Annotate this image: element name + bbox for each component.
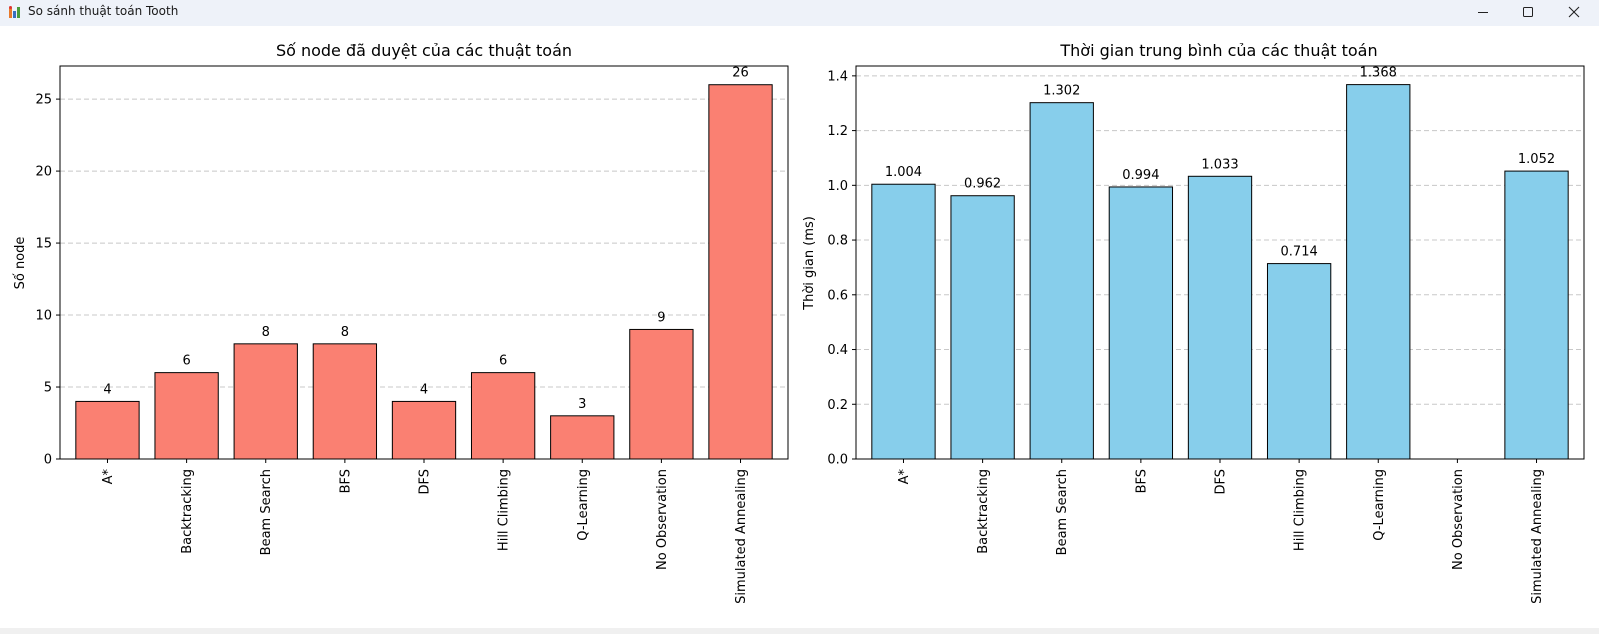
bar-value-label: 0.994 — [1122, 168, 1159, 183]
y-tick-label: 1.2 — [827, 124, 848, 139]
figure-canvas: Số node đã duyệt của các thuật toán Số n… — [0, 26, 1599, 628]
bar-value-label: 1.033 — [1201, 157, 1238, 172]
bar-value-label: 6 — [182, 354, 190, 369]
y-tick-label: 0.2 — [827, 398, 848, 413]
bar — [154, 372, 219, 460]
bar — [1108, 186, 1174, 460]
bar-value-label: 26 — [732, 66, 749, 81]
y-tick-label: 10 — [35, 309, 52, 324]
nodes-chart: Số node đã duyệt của các thuật toán Số n… — [13, 41, 789, 604]
bar-value-label: 1.302 — [1043, 84, 1080, 99]
bar-value-label: 9 — [657, 310, 665, 325]
x-tick-label: Simulated Annealing — [734, 469, 749, 604]
bar-value-labels: 4 6 8 8 4 6 3 9 26 — [103, 66, 748, 412]
time-chart: Thời gian trung bình của các thuật toán … — [802, 41, 1585, 604]
x-tick-label: Backtracking — [180, 469, 195, 554]
x-tick-label: Backtracking — [976, 469, 991, 554]
bar-value-label: 6 — [499, 354, 507, 369]
y-tick-label: 0 — [44, 453, 52, 468]
x-tick-label: Q-Learning — [576, 469, 591, 541]
y-tick-label: 0.6 — [827, 288, 848, 303]
x-tick-label: No Observation — [1451, 469, 1466, 570]
x-tick-label: DFS — [418, 469, 433, 495]
plot-frame — [855, 65, 1585, 460]
bar — [708, 84, 773, 460]
close-button[interactable] — [1552, 0, 1596, 24]
bar — [1346, 84, 1411, 460]
bar — [1266, 263, 1332, 460]
y-tick-label: 0.8 — [827, 234, 848, 249]
x-tick-label: DFS — [1214, 469, 1229, 495]
y-tick-label: 20 — [35, 165, 52, 180]
bar-value-label: 0.714 — [1281, 245, 1318, 260]
x-ticks: A* Backtracking Beam Search BFS DFS Hill Clim… — [897, 459, 1545, 604]
bar — [1029, 102, 1094, 460]
y-axis-label: Số node — [13, 237, 28, 290]
bar-value-label: 4 — [420, 382, 428, 397]
maximize-button[interactable] — [1506, 0, 1550, 24]
bar — [233, 343, 298, 460]
y-tick-label: 0.0 — [827, 453, 848, 468]
bar — [391, 400, 457, 460]
bar — [1187, 175, 1253, 460]
y-tick-label: 5 — [44, 381, 52, 396]
bar — [1504, 170, 1569, 460]
bar-value-label: 0.962 — [964, 177, 1001, 192]
x-tick-label: BFS — [338, 469, 353, 493]
bar — [470, 372, 536, 460]
bars — [75, 84, 773, 460]
y-tick-label: 1.4 — [827, 69, 848, 84]
bar — [75, 400, 140, 460]
x-tick-label: BFS — [1134, 469, 1149, 493]
chart-title: Số node đã duyệt của các thuật toán — [276, 41, 572, 60]
y-tick-label: 15 — [35, 237, 52, 252]
bar — [629, 328, 694, 460]
x-tick-label: A* — [897, 469, 912, 485]
x-tick-label: Beam Search — [1055, 469, 1070, 555]
y-tick-label: 0.4 — [827, 343, 848, 358]
bar — [871, 183, 936, 460]
maximize-icon — [1523, 7, 1533, 17]
close-icon — [1568, 6, 1580, 18]
x-ticks: A* Backtracking Beam Search BFS DFS Hill Clim… — [101, 459, 749, 604]
app-icon — [7, 5, 23, 21]
x-tick-label: Beam Search — [259, 469, 274, 555]
bar-value-label: 1.052 — [1518, 152, 1555, 167]
bar-value-label: 8 — [262, 325, 270, 340]
title-bar[interactable]: So sánh thuật toán Tooth — [0, 0, 1599, 26]
bar-value-label: 1.004 — [885, 165, 922, 180]
minimize-icon — [1478, 12, 1488, 13]
bar — [312, 343, 378, 460]
bars — [871, 84, 1569, 460]
x-tick-label: Simulated Annealing — [1530, 469, 1545, 604]
y-ticks: 0 5 10 15 20 25 — [35, 93, 60, 468]
window-title: So sánh thuật toán Tooth — [28, 4, 179, 18]
x-tick-label: No Observation — [655, 469, 670, 570]
bar — [950, 195, 1015, 460]
bar — [550, 415, 615, 460]
y-tick-label: 25 — [35, 93, 52, 108]
y-ticks: 0.0 0.2 0.4 0.6 0.8 1.0 1.2 1.4 — [827, 69, 856, 468]
x-tick-label: A* — [101, 469, 116, 485]
bar-value-label: 8 — [341, 325, 349, 340]
bar-value-label: 4 — [103, 382, 111, 397]
x-tick-label: Q-Learning — [1372, 469, 1387, 541]
bar-value-labels: 1.004 0.962 1.302 0.994 1.033 0.714 1.368 1.052 — [885, 66, 1555, 260]
minimize-button[interactable] — [1461, 0, 1505, 24]
y-tick-label: 1.0 — [827, 179, 848, 194]
figure-svg: Số node đã duyệt của các thuật toán Số n… — [13, 41, 1585, 604]
chart-title: Thời gian trung bình của các thuật toán — [1059, 41, 1377, 60]
bottom-strip — [0, 628, 1599, 634]
x-tick-label: Hill Climbing — [497, 469, 512, 551]
bar-value-label: 1.368 — [1360, 66, 1397, 81]
bar-value-label: 3 — [578, 397, 586, 412]
plot-frame — [59, 65, 789, 460]
x-tick-label: Hill Climbing — [1293, 469, 1308, 551]
y-axis-label: Thời gian (ms) — [802, 216, 817, 311]
